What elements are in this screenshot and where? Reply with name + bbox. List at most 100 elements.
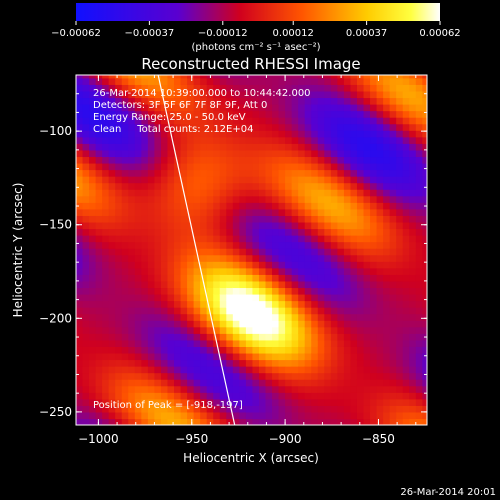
heatmap-cell <box>180 176 188 184</box>
heatmap-cell <box>89 235 97 243</box>
heatmap-cell <box>245 398 254 406</box>
heatmap-cell <box>76 149 84 158</box>
heatmap-cell <box>121 143 129 151</box>
heatmap-cell <box>324 130 332 138</box>
heatmap-cell <box>167 379 175 387</box>
heatmap-cell <box>258 313 267 321</box>
heatmap-cell <box>200 235 208 243</box>
heatmap-cell <box>82 195 90 203</box>
heatmap-cell <box>193 97 201 105</box>
heatmap-cell <box>193 156 201 164</box>
heatmap-cell <box>324 77 332 85</box>
heatmap-cell <box>396 293 404 302</box>
heatmap-cell <box>376 169 384 177</box>
heatmap-cell <box>167 280 175 289</box>
heatmap-cell <box>422 379 427 387</box>
heatmap-cell <box>128 130 136 138</box>
heatmap-cell <box>356 84 365 92</box>
heatmap-cell <box>337 215 345 223</box>
heatmap-cell <box>337 352 345 361</box>
heatmap-cell <box>272 379 280 387</box>
heatmap-cell <box>278 156 286 164</box>
heatmap-cell <box>389 267 397 275</box>
heatmap-cell <box>239 110 247 118</box>
heatmap-cell <box>272 280 280 289</box>
heatmap-cell <box>89 143 97 151</box>
heatmap-cell <box>108 366 116 374</box>
heatmap-cell <box>180 320 188 328</box>
heatmap-cell <box>174 346 182 354</box>
heatmap-cell <box>239 104 247 112</box>
heatmap-cell <box>82 84 90 92</box>
heatmap-cell <box>232 241 240 249</box>
heatmap-cell <box>180 182 188 190</box>
heatmap-cell <box>147 267 156 275</box>
heatmap-cell <box>134 149 142 158</box>
heatmap-cell <box>193 241 201 249</box>
heatmap-cell <box>317 176 325 184</box>
heatmap-cell <box>154 97 162 105</box>
heatmap-cell <box>383 162 391 171</box>
heatmap-cell <box>76 123 84 131</box>
heatmap-cell <box>82 215 90 223</box>
heatmap-cell <box>89 333 97 341</box>
heatmap-cell <box>102 267 110 275</box>
heatmap-cell <box>265 405 273 413</box>
heatmap-cell <box>396 398 404 406</box>
heatmap-cell <box>82 77 90 85</box>
heatmap-cell <box>258 235 267 243</box>
heatmap-cell <box>356 189 365 197</box>
heatmap-cell <box>363 149 371 158</box>
heatmap-cell <box>356 366 365 374</box>
heatmap-cell <box>311 221 319 230</box>
heatmap-cell <box>213 241 221 249</box>
heatmap-cell <box>219 215 227 223</box>
heatmap-cell <box>396 75 404 79</box>
heatmap-cell <box>108 372 116 380</box>
heatmap-cell <box>187 235 195 243</box>
heatmap-cell <box>415 274 423 282</box>
heatmap-cell <box>370 156 378 164</box>
heatmap-cell <box>311 110 319 118</box>
heatmap-cell <box>167 366 175 374</box>
heatmap-cell <box>396 320 404 328</box>
heatmap-cell <box>298 149 306 158</box>
heatmap-cell <box>141 261 149 269</box>
heatmap-cell <box>415 293 423 302</box>
heatmap-cell <box>324 267 332 275</box>
heatmap-cell <box>102 320 110 328</box>
heatmap-cell <box>213 293 221 302</box>
heatmap-cell <box>350 149 358 158</box>
heatmap-cell <box>226 418 234 425</box>
heatmap-cell <box>193 372 201 380</box>
heatmap-cell <box>128 110 136 118</box>
heatmap-cell <box>239 352 247 361</box>
heatmap-cell <box>115 379 123 387</box>
heatmap-cell <box>226 235 234 243</box>
heatmap-cell <box>193 117 201 125</box>
heatmap-cell <box>258 176 267 184</box>
heatmap-cell <box>252 215 260 223</box>
heatmap-cell <box>154 379 162 387</box>
heatmap-cell <box>115 189 123 197</box>
heatmap-cell <box>193 221 201 230</box>
heatmap-cell <box>298 320 306 328</box>
heatmap-cell <box>252 267 260 275</box>
heatmap-cell <box>311 169 319 177</box>
heatmap-cell <box>187 379 195 387</box>
heatmap-cell <box>402 398 410 406</box>
heatmap-cell <box>154 156 162 164</box>
heatmap-cell <box>232 84 240 92</box>
heatmap-cell <box>415 143 423 151</box>
heatmap-cell <box>311 287 319 295</box>
heatmap-cell <box>82 228 90 236</box>
heatmap-cell <box>219 366 227 374</box>
heatmap-cell <box>206 287 214 295</box>
heatmap-cell <box>265 182 273 190</box>
heatmap-cell <box>226 326 234 334</box>
heatmap-cell <box>317 392 325 400</box>
heatmap-cell <box>291 313 299 321</box>
heatmap-cell <box>219 379 227 387</box>
heatmap-cell <box>376 143 384 151</box>
heatmap-cell <box>343 182 352 190</box>
